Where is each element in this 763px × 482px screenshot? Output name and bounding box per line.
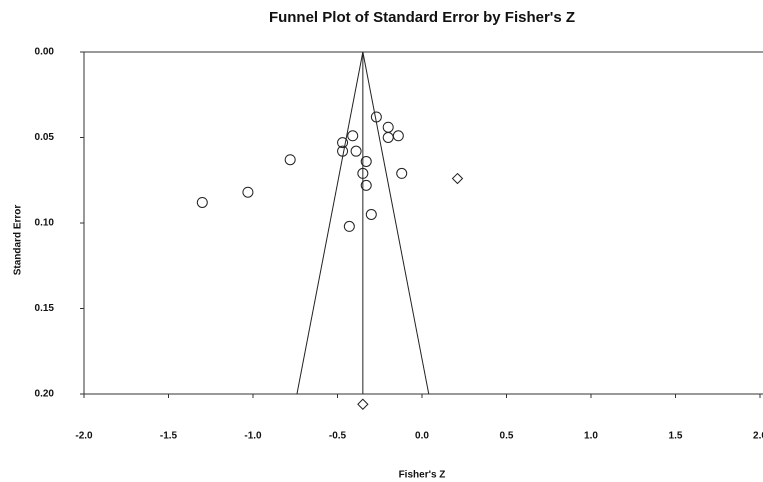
- x-tick-label: 2.0: [753, 431, 763, 442]
- x-tick-label: 1.5: [669, 431, 683, 442]
- x-axis-title: Fisher's Z: [399, 470, 446, 481]
- study-point: [351, 146, 361, 156]
- y-axis-title: Standard Error: [13, 205, 24, 276]
- study-point: [344, 221, 354, 231]
- study-point: [397, 168, 407, 178]
- x-tick-label: -0.5: [329, 431, 347, 442]
- chart: Funnel Plot of Standard Error by Fisher'…: [0, 0, 763, 482]
- study-point: [383, 122, 393, 132]
- y-tick-label: 0.05: [35, 132, 55, 143]
- funnel-line: [363, 52, 429, 394]
- chart-title: Funnel Plot of Standard Error by Fisher'…: [269, 9, 575, 26]
- y-tick-label: 0.20: [35, 389, 55, 400]
- study-point: [393, 131, 403, 141]
- study-point: [197, 197, 207, 207]
- study-point: [243, 187, 253, 197]
- y-tick-label: 0.10: [35, 218, 55, 229]
- diamond-point: [452, 174, 462, 184]
- study-point: [383, 133, 393, 143]
- x-tick-label: 1.0: [584, 431, 598, 442]
- study-point: [348, 131, 358, 141]
- study-point: [285, 155, 295, 165]
- x-tick-label: -2.0: [75, 431, 93, 442]
- x-tick-label: 0.0: [415, 431, 429, 442]
- x-tick-label: -1.5: [160, 431, 178, 442]
- diamond-point: [358, 399, 368, 409]
- x-tick-label: -1.0: [244, 431, 262, 442]
- y-tick-label: 0.15: [35, 303, 55, 314]
- y-tick-label: 0.00: [35, 47, 55, 58]
- page: {"chart_data": {"type": "scatter", "titl…: [0, 0, 763, 482]
- study-point: [366, 209, 376, 219]
- x-tick-label: 0.5: [500, 431, 514, 442]
